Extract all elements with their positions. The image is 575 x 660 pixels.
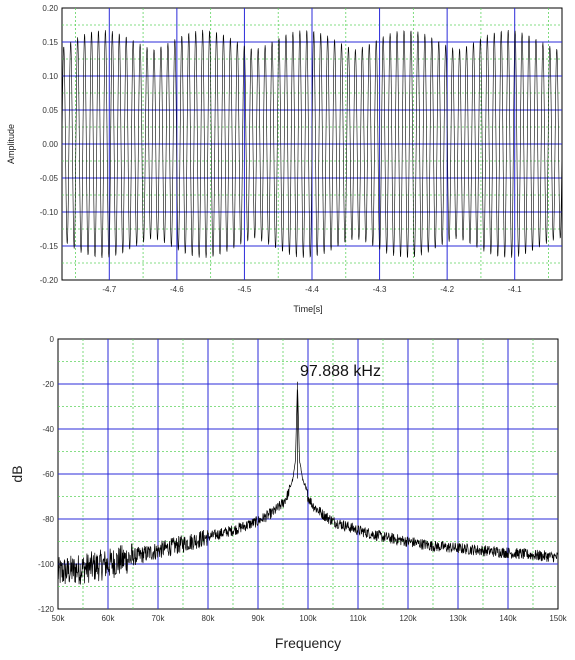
y-tick-label: -0.20 <box>40 276 59 285</box>
y-tick-label: 0.00 <box>42 140 58 149</box>
x-tick-label: 60k <box>102 614 116 623</box>
y-tick-label: -0.15 <box>40 242 59 251</box>
grid <box>58 339 558 609</box>
x-tick-label: -4.7 <box>102 285 116 294</box>
x-tick-label: 50k <box>52 614 66 623</box>
x-tick-label: 100k <box>299 614 317 623</box>
x-tick-label: -4.4 <box>305 285 319 294</box>
x-tick-label: 110k <box>350 614 368 623</box>
spectrum-chart: 0 -20 -40 -60 -80 -100 -120 50k 60k 70k 80k 90k 100… <box>9 335 568 651</box>
y-tick-label: 0.10 <box>42 72 58 81</box>
y-axis-ticks: 0.20 0.15 0.10 0.05 0.00 -0.05 -0.10 -0.15 -0.20 <box>40 4 59 285</box>
spectrum-line <box>57 381 559 585</box>
y-axis-ticks: 0 -20 -40 -60 -80 -100 -120 <box>38 335 55 614</box>
y-tick-label: 0.05 <box>42 106 58 115</box>
x-tick-label: 140k <box>499 614 517 623</box>
y-tick-label: 0 <box>50 335 55 344</box>
y-axis-label: dB <box>9 465 25 482</box>
y-tick-label: -120 <box>38 605 55 614</box>
y-axis-label: Amplitude <box>6 124 16 164</box>
y-tick-label: -0.10 <box>40 208 59 217</box>
y-tick-label: 0.15 <box>42 38 58 47</box>
y-tick-label: -100 <box>38 560 55 569</box>
y-tick-label: -80 <box>42 515 54 524</box>
x-tick-label: 120k <box>399 614 417 623</box>
x-tick-label: -4.3 <box>373 285 387 294</box>
time-domain-chart: 0.20 0.15 0.10 0.05 0.00 -0.05 -0.10 -0.15 -0.20… <box>6 4 563 314</box>
x-tick-label: -4.2 <box>440 285 454 294</box>
x-tick-label: 150k <box>549 614 567 623</box>
x-axis-ticks: -4.7 -4.6 -4.5 -4.4 -4.3 -4.2 -4.1 <box>102 285 522 294</box>
x-axis-label: Time[s] <box>293 304 322 314</box>
x-tick-label: 80k <box>202 614 216 623</box>
x-axis-ticks: 50k 60k 70k 80k 90k 100k 110k 120k 130k 140k 150k <box>52 614 568 623</box>
x-tick-label: -4.6 <box>170 285 184 294</box>
x-tick-label: 70k <box>152 614 166 623</box>
waveform-line <box>61 29 563 259</box>
x-tick-label: 90k <box>252 614 266 623</box>
y-tick-label: -0.05 <box>40 174 59 183</box>
y-tick-label: 0.20 <box>42 4 58 13</box>
y-tick-label: -20 <box>42 380 54 389</box>
x-tick-label: 130k <box>449 614 467 623</box>
x-tick-label: -4.1 <box>508 285 522 294</box>
x-tick-label: -4.5 <box>238 285 252 294</box>
y-tick-label: -60 <box>42 470 54 479</box>
peak-annotation: 97.888 kHz <box>300 363 381 380</box>
y-tick-label: -40 <box>42 425 54 434</box>
x-axis-label: Frequency <box>275 635 341 651</box>
